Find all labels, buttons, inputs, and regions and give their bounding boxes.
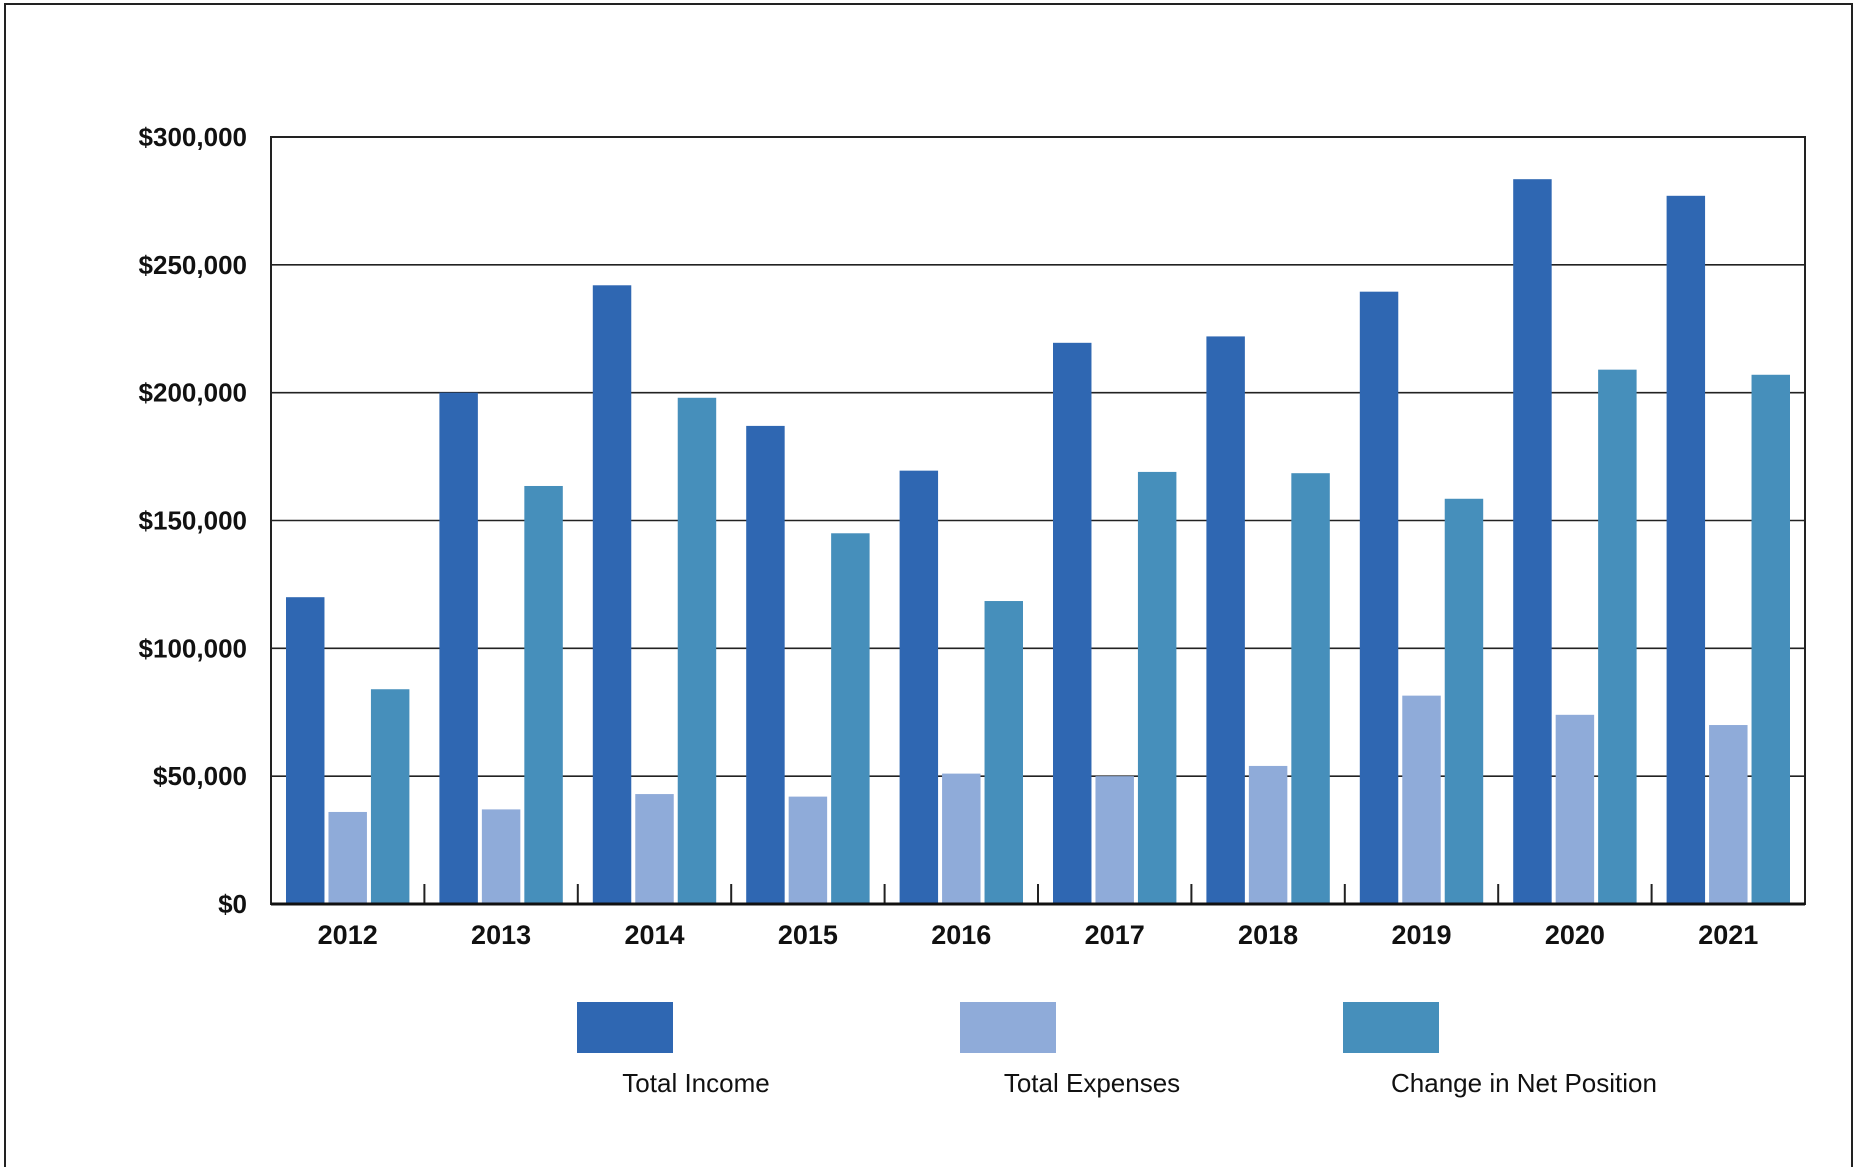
x-tick-label: 2012	[318, 920, 378, 950]
x-tick-label: 2017	[1085, 920, 1145, 950]
legend-swatch	[1343, 1002, 1439, 1053]
bar-total-expenses-2021	[1709, 725, 1748, 904]
y-tick-labels: $0 $50,000 $100,000 $150,000 $200,000 $250,00…	[139, 122, 247, 919]
bar-change-in-net-position-2015	[831, 533, 870, 904]
bar-change-in-net-position-2019	[1444, 498, 1484, 904]
x-tick-label: 2021	[1698, 920, 1758, 950]
bar-change-in-net-position-2020	[1598, 369, 1637, 904]
legend-swatch	[577, 1002, 673, 1053]
bar-total-expenses-2015	[788, 796, 828, 904]
bar-total-income-2014	[592, 285, 632, 904]
bar-total-expenses-2020	[1555, 714, 1595, 904]
bar-total-expenses-2018	[1248, 765, 1288, 904]
bar-total-income-2019	[1359, 291, 1399, 904]
y-tick-label: $300,000	[139, 122, 247, 152]
bar-total-income-2013	[439, 392, 478, 904]
bar-change-in-net-position-2013	[524, 485, 563, 904]
bar-total-income-2015	[746, 425, 785, 904]
bar-change-in-net-position-2014	[677, 397, 717, 904]
bar-total-expenses-2013	[481, 809, 521, 904]
bar-total-expenses-2014	[635, 794, 674, 904]
y-tick-label: $200,000	[139, 378, 247, 408]
bar-total-income-2017	[1053, 342, 1092, 904]
legend-label: Change in Net Position	[1391, 1068, 1657, 1098]
y-tick-label: $250,000	[139, 250, 247, 280]
bar-change-in-net-position-2018	[1291, 473, 1330, 904]
gridlines	[271, 264, 1805, 777]
legend-label: Total Expenses	[1004, 1068, 1180, 1098]
bars	[286, 179, 1790, 905]
bar-total-income-2018	[1206, 336, 1245, 904]
bar-total-expenses-2012	[328, 811, 367, 904]
bar-total-expenses-2019	[1402, 695, 1441, 904]
bar-change-in-net-position-2012	[370, 689, 410, 904]
bar-total-income-2012	[286, 597, 325, 904]
bar-change-in-net-position-2017	[1137, 471, 1177, 904]
x-tick-label: 2019	[1391, 920, 1451, 950]
legend-swatch	[960, 1002, 1056, 1053]
y-tick-label: $0	[218, 889, 247, 919]
y-tick-label: $100,000	[139, 633, 247, 663]
x-tick-label: 2020	[1545, 920, 1605, 950]
legend: Total Income Total Expenses Change in Net …	[577, 1002, 1657, 1098]
bar-change-in-net-position-2016	[984, 601, 1023, 904]
legend-label: Total Income	[622, 1068, 769, 1098]
bar-total-expenses-2016	[942, 773, 981, 904]
bar-total-income-2021	[1666, 195, 1706, 905]
x-tick-label: 2015	[778, 920, 838, 950]
x-tick-labels: 2012 2013 2014 2015 2016 2017 2018 2019 2020 2021	[318, 920, 1759, 950]
chart-frame	[4, 3, 1853, 1167]
x-tick-label: 2013	[471, 920, 531, 950]
x-tick-label: 2016	[931, 920, 991, 950]
y-tick-label: $150,000	[139, 506, 247, 536]
bar-total-expenses-2017	[1095, 776, 1134, 904]
bar-total-income-2016	[899, 470, 939, 904]
axes	[270, 136, 1806, 906]
y-tick-label: $50,000	[153, 761, 247, 791]
x-tick-label: 2018	[1238, 920, 1298, 950]
bar-change-in-net-position-2021	[1751, 374, 1790, 904]
x-tick-label: 2014	[624, 920, 684, 950]
bar-total-income-2020	[1513, 179, 1552, 904]
